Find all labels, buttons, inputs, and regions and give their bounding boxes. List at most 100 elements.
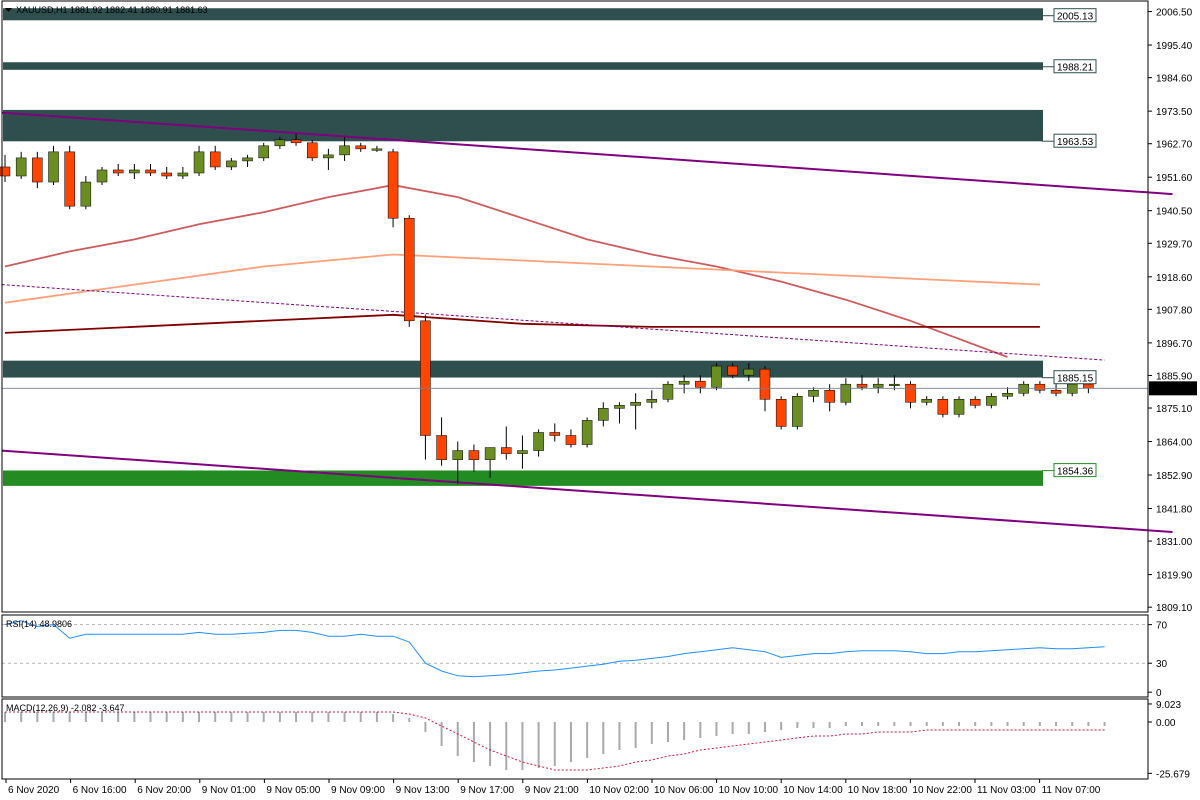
candle-body [387, 151, 399, 219]
candle-body [775, 399, 787, 427]
y-tick-label: 1864.00 [1156, 438, 1193, 449]
level-band [3, 8, 1043, 21]
candle-body [161, 172, 172, 177]
x-tick-label: 11 Nov 07:00 [1042, 785, 1101, 796]
candle-body [306, 142, 318, 159]
candle-body [452, 450, 464, 460]
y-tick-label: 1973.50 [1156, 107, 1193, 118]
y-tick-label: 1819.90 [1156, 571, 1193, 582]
candle-body [404, 217, 415, 322]
level-label-text: 1988.21 [1057, 63, 1094, 74]
candle-body [484, 447, 496, 460]
candle-body [969, 399, 981, 406]
candle-body [468, 450, 480, 460]
x-tick-label: 6 Nov 16:00 [73, 785, 127, 796]
x-tick-label: 9 Nov 01:00 [202, 785, 256, 796]
y-tick-label: 1831.00 [1156, 537, 1193, 548]
candle-body [193, 151, 205, 174]
y-tick-label: 2006.50 [1156, 8, 1193, 19]
candle-body [274, 139, 286, 147]
candle-body [371, 148, 383, 151]
price-panel-frame [1, 0, 1149, 613]
macd-signal-line [5, 711, 1105, 771]
candle-body [517, 450, 528, 454]
level-band [3, 109, 1043, 142]
level-label-box [1053, 370, 1097, 385]
rsi-panel: 70 30 0 [2, 620, 1168, 699]
level-label: 1854.36 [1042, 463, 1097, 478]
y-tick-label: 1995.40 [1156, 41, 1193, 52]
x-tick-label: 10 Nov 14:00 [783, 785, 843, 796]
candle-body [501, 447, 512, 454]
rsi-line [4, 620, 1105, 678]
candle-body [177, 172, 189, 177]
level-label-box [1053, 133, 1097, 148]
candle-body [80, 181, 92, 207]
level-label-text: 1963.53 [1057, 137, 1094, 148]
x-tick-label: 9 Nov 17:00 [460, 785, 514, 796]
candle-body [727, 365, 738, 376]
x-tick-label: 10 Nov 06:00 [654, 785, 714, 796]
candle-body [1002, 392, 1013, 397]
y-tick-label: 1940.50 [1156, 207, 1193, 218]
candle-body [339, 145, 350, 156]
y-tick-label: 1852.90 [1156, 471, 1193, 482]
x-tick-label: 9 Nov 13:00 [396, 785, 450, 796]
candle-body [905, 383, 916, 403]
y-tick-label: 1984.60 [1156, 74, 1193, 85]
candle-body [986, 396, 997, 406]
candle-body [759, 368, 771, 400]
candle-body [129, 169, 140, 174]
macd-title: MACD(12,26,9) -2.082 -3.647 [6, 703, 125, 713]
candle-body [1034, 383, 1046, 391]
y-tick-label: 1962.70 [1156, 140, 1193, 151]
candle-body [549, 432, 561, 436]
current-price-tag: 1881.63 [1149, 381, 1197, 396]
y-tick-label: 1809.10 [1156, 603, 1193, 614]
macd-tick-label: -25.679 [1156, 769, 1190, 780]
rsi-tick-label: 70 [1156, 621, 1168, 632]
macd-tick-label: 9.023 [1156, 700, 1181, 711]
y-tick-label: 1896.70 [1156, 339, 1193, 350]
x-tick-label: 10 Nov 02:00 [589, 785, 649, 796]
macd-tick-label: 0.00 [1156, 718, 1176, 729]
level-label: 1988.21 [1042, 59, 1097, 74]
level-label-text: 1854.36 [1057, 467, 1094, 478]
y-tick-label: 1918.60 [1156, 273, 1193, 284]
x-tick-label: 9 Nov 21:00 [525, 785, 579, 796]
candle-body [15, 157, 27, 177]
candle-body [921, 399, 932, 403]
candle-body [937, 399, 949, 415]
rsi-panel-frame [1, 614, 1149, 698]
candle-body [96, 169, 108, 183]
level-band [3, 62, 1043, 70]
candle-body [420, 320, 431, 436]
x-tick-label: 9 Nov 09:00 [331, 785, 385, 796]
candle-body [355, 145, 366, 150]
y-tick-label: 1841.80 [1156, 505, 1193, 516]
candle-body [1083, 383, 1094, 389]
level-label-text: 2005.13 [1057, 12, 1094, 23]
level-label-box [1053, 8, 1097, 23]
candle-body [678, 380, 690, 385]
macd-panel: 9.023 0.00 -25.679 [4, 700, 1190, 780]
y-tick-label: 1951.60 [1156, 173, 1193, 184]
candle-body [145, 169, 156, 174]
trend-line [1, 449, 1173, 533]
candle-body [953, 399, 965, 415]
price-panel: 2005.13 1988.21 1963.53 1885.15 1854.36 2006.… [0, 8, 1197, 614]
candle-body [242, 157, 253, 162]
level-label-box [1053, 59, 1097, 74]
moving-average-line [4, 184, 1008, 358]
candle-body [695, 380, 706, 388]
level-label-text: 1885.15 [1057, 374, 1094, 385]
rsi-tick-label: 0 [1156, 688, 1162, 699]
x-tick-label: 9 Nov 05:00 [266, 785, 320, 796]
candle-body [290, 139, 302, 144]
x-tick-label: 6 Nov 2020 [8, 785, 60, 796]
candle-body [64, 151, 75, 207]
level-label: 1885.15 [1042, 370, 1097, 385]
rsi-title: RSI(14) 48.9806 [6, 619, 72, 629]
